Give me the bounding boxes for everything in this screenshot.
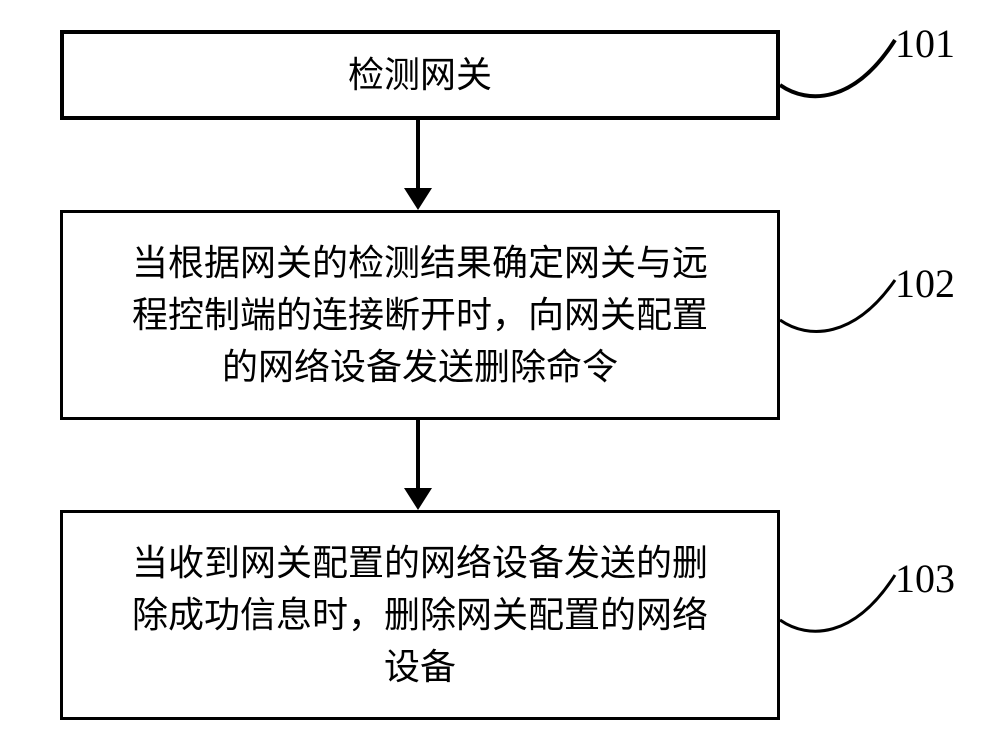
arrow-1-head-icon — [404, 188, 432, 210]
callout-curve-2 — [775, 275, 900, 345]
flow-step-2: 当根据网关的检测结果确定网关与远 程控制端的连接断开时，向网关配置 的网络设备发… — [60, 210, 780, 420]
step-number-102: 102 — [895, 260, 955, 307]
flow-step-1-text: 检测网关 — [328, 49, 512, 101]
flow-step-2-text: 当根据网关的检测结果确定网关与远 程控制端的连接断开时，向网关配置 的网络设备发… — [112, 237, 728, 394]
flow-step-3: 当收到网关配置的网络设备发送的删 除成功信息时，删除网关配置的网络 设备 — [60, 510, 780, 720]
callout-curve-3 — [775, 570, 900, 645]
step-number-101: 101 — [895, 20, 955, 67]
flow-step-3-text: 当收到网关配置的网络设备发送的删 除成功信息时，删除网关配置的网络 设备 — [112, 537, 728, 694]
flow-step-1: 检测网关 — [60, 30, 780, 120]
flowchart-canvas: 检测网关 当根据网关的检测结果确定网关与远 程控制端的连接断开时，向网关配置 的… — [0, 0, 1000, 741]
step-number-103: 103 — [895, 555, 955, 602]
arrow-2-line — [416, 420, 420, 488]
arrow-2-head-icon — [404, 488, 432, 510]
arrow-1-line — [416, 120, 420, 188]
callout-curve-1 — [775, 35, 900, 110]
